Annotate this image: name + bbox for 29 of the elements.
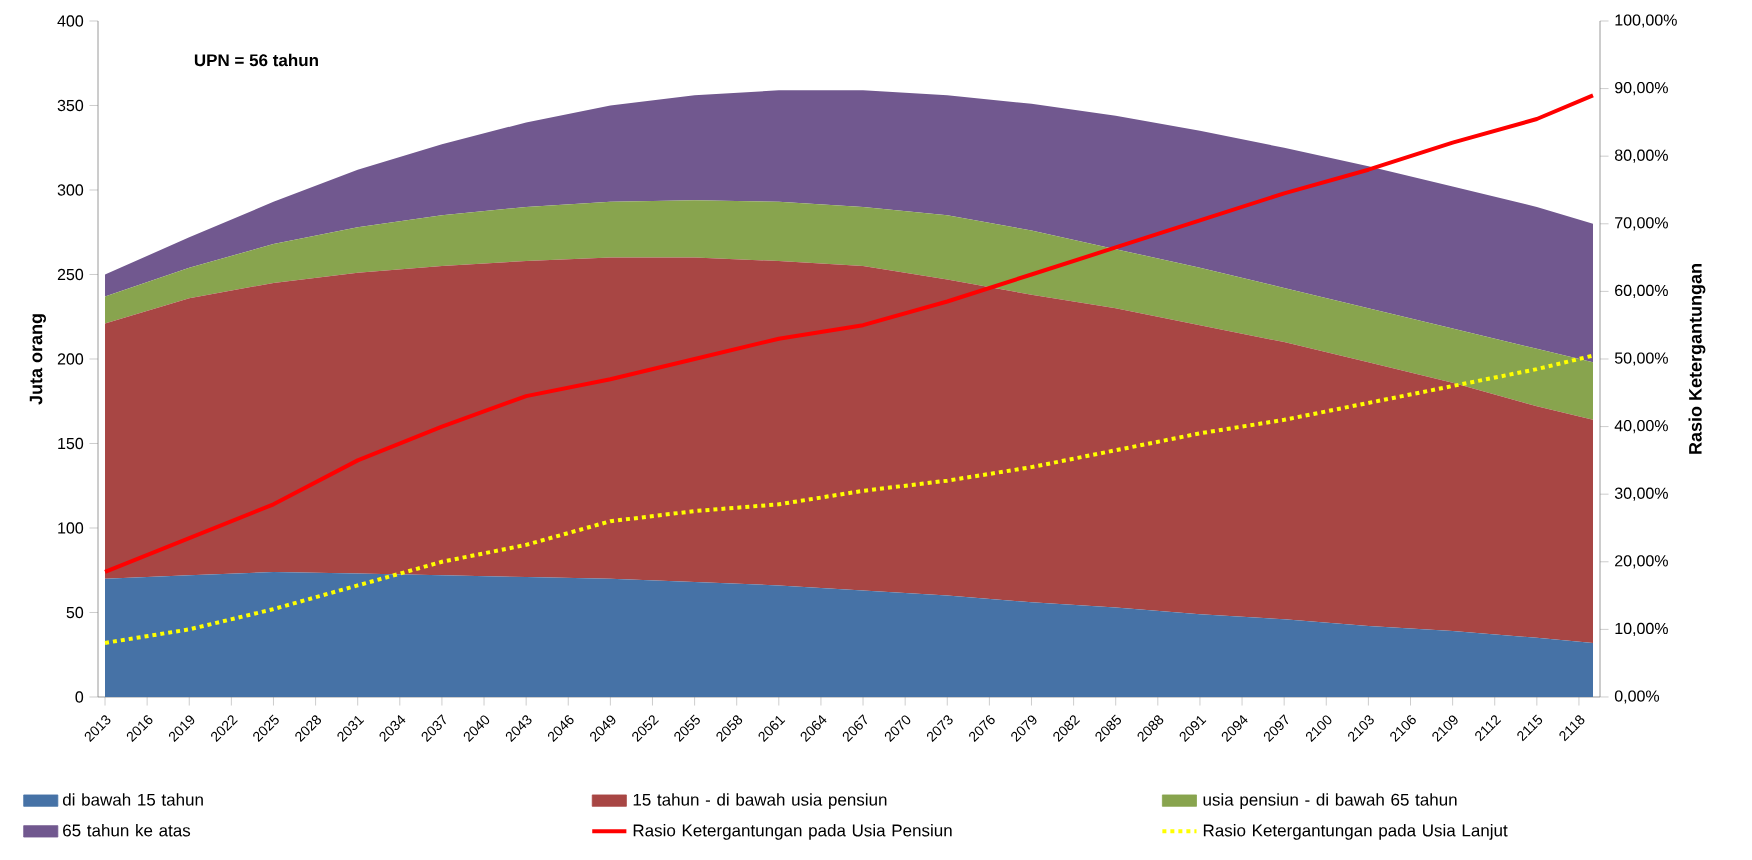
legend-label: Rasio Ketergantungan pada Usia Lanjut [1203, 823, 1508, 840]
y2-tick-label: 90,00% [1615, 81, 1668, 96]
y-tick-label: 200 [57, 353, 84, 365]
legend-label: 65 tahun ke atas [63, 823, 191, 837]
y-tick-label: 400 [57, 15, 84, 27]
y-tick-label: 150 [58, 437, 84, 450]
y-tick-label: 100 [58, 522, 84, 534]
legend-label: usia pensiun - di bawah 65 tahun [1203, 793, 1457, 810]
y-tick-label: 50 [66, 606, 84, 619]
y-tick-label: 250 [57, 268, 84, 281]
y2-tick-label: 100,00% [1615, 14, 1677, 28]
y-tick-label: 300 [57, 184, 84, 196]
y2-tick-label: 10,00% [1615, 622, 1668, 636]
y2-axis-title: Rasio Ketergantungan [1688, 264, 1706, 454]
y2-tick-label: 70,00% [1615, 217, 1668, 231]
legend-label: Rasio Ketergantungan pada Usia Pensiun [633, 823, 952, 840]
y2-tick-label: 0,00% [1614, 690, 1660, 704]
y2-tick-label: 50,00% [1614, 352, 1668, 366]
legend-label: di bawah 15 tahun [62, 793, 203, 806]
legend-label: 15 tahun - di bawah usia pensiun [633, 793, 887, 810]
y-axis-title: Juta orang [29, 314, 46, 405]
y2-tick-label: 60,00% [1615, 284, 1668, 298]
y2-tick-label: 80,00% [1614, 149, 1668, 163]
y-tick-label: 350 [57, 99, 84, 112]
y-tick-label: 0 [75, 691, 84, 703]
y2-tick-label: 20,00% [1615, 555, 1668, 569]
y2-tick-label: 40,00% [1614, 419, 1668, 434]
annotation: UPN = 56 tahun [194, 53, 318, 67]
y2-tick-label: 30,00% [1614, 487, 1668, 501]
